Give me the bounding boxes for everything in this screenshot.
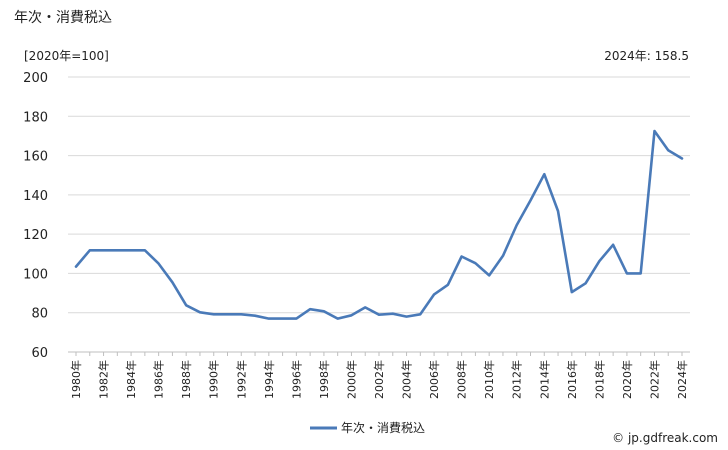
latest-value-label: 2024年: 158.5	[604, 49, 689, 63]
copyright-text: © jp.gdfreak.com	[612, 431, 718, 445]
x-tick-label: 2010年	[482, 360, 496, 399]
y-tick-label: 200	[23, 71, 48, 86]
y-tick-label: 160	[23, 150, 48, 165]
x-tick-label: 2024年	[675, 360, 689, 399]
x-tick-label: 1992年	[234, 360, 248, 399]
y-tick-label: 180	[23, 110, 48, 125]
x-tick-label: 2004年	[400, 360, 414, 399]
x-tick-label: 1998年	[317, 360, 331, 399]
x-tick-label: 1980年	[69, 360, 83, 399]
x-tick-label: 1986年	[152, 360, 166, 399]
legend-label: 年次・消費税込	[341, 420, 425, 435]
y-axis-ticks: 60 80 100 120 140 160 180 200	[23, 71, 48, 361]
x-tick-label: 1982年	[97, 360, 111, 399]
y-tick-label: 100	[23, 267, 48, 282]
x-tick-label: 1990年	[207, 360, 221, 399]
x-tick-label: 1988年	[179, 360, 193, 399]
x-tick-label: 2006年	[427, 360, 441, 399]
y-tick-label: 60	[31, 346, 48, 361]
x-tick-label: 1994年	[262, 360, 276, 399]
x-tick-label: 2016年	[565, 360, 579, 399]
y-tick-label: 140	[23, 189, 48, 204]
x-tick-label: 2000年	[344, 360, 358, 399]
x-axis-ticks: 1980年 1982年 1984年 1986年 1988年 1990年 1992年 1994年…	[69, 352, 689, 399]
x-tick-label: 2018年	[592, 360, 606, 399]
y-tick-label: 120	[23, 228, 48, 243]
series-line	[74, 129, 684, 320]
legend: 年次・消費税込	[310, 420, 425, 435]
unit-label: [2020年=100]	[24, 49, 109, 63]
x-tick-label: 2014年	[537, 360, 551, 399]
x-tick-label: 1984年	[124, 360, 138, 399]
x-tick-label: 1996年	[289, 360, 303, 399]
grid-lines	[68, 76, 690, 314]
x-tick-label: 2020年	[620, 360, 634, 399]
x-tick-label: 2002年	[372, 360, 386, 399]
x-tick-label: 2022年	[647, 360, 661, 399]
x-tick-label: 2012年	[510, 360, 524, 399]
series-group	[74, 129, 684, 320]
y-tick-label: 80	[31, 307, 48, 322]
x-tick-label: 2008年	[455, 360, 469, 399]
chart-title: 年次・消費税込	[14, 10, 112, 26]
